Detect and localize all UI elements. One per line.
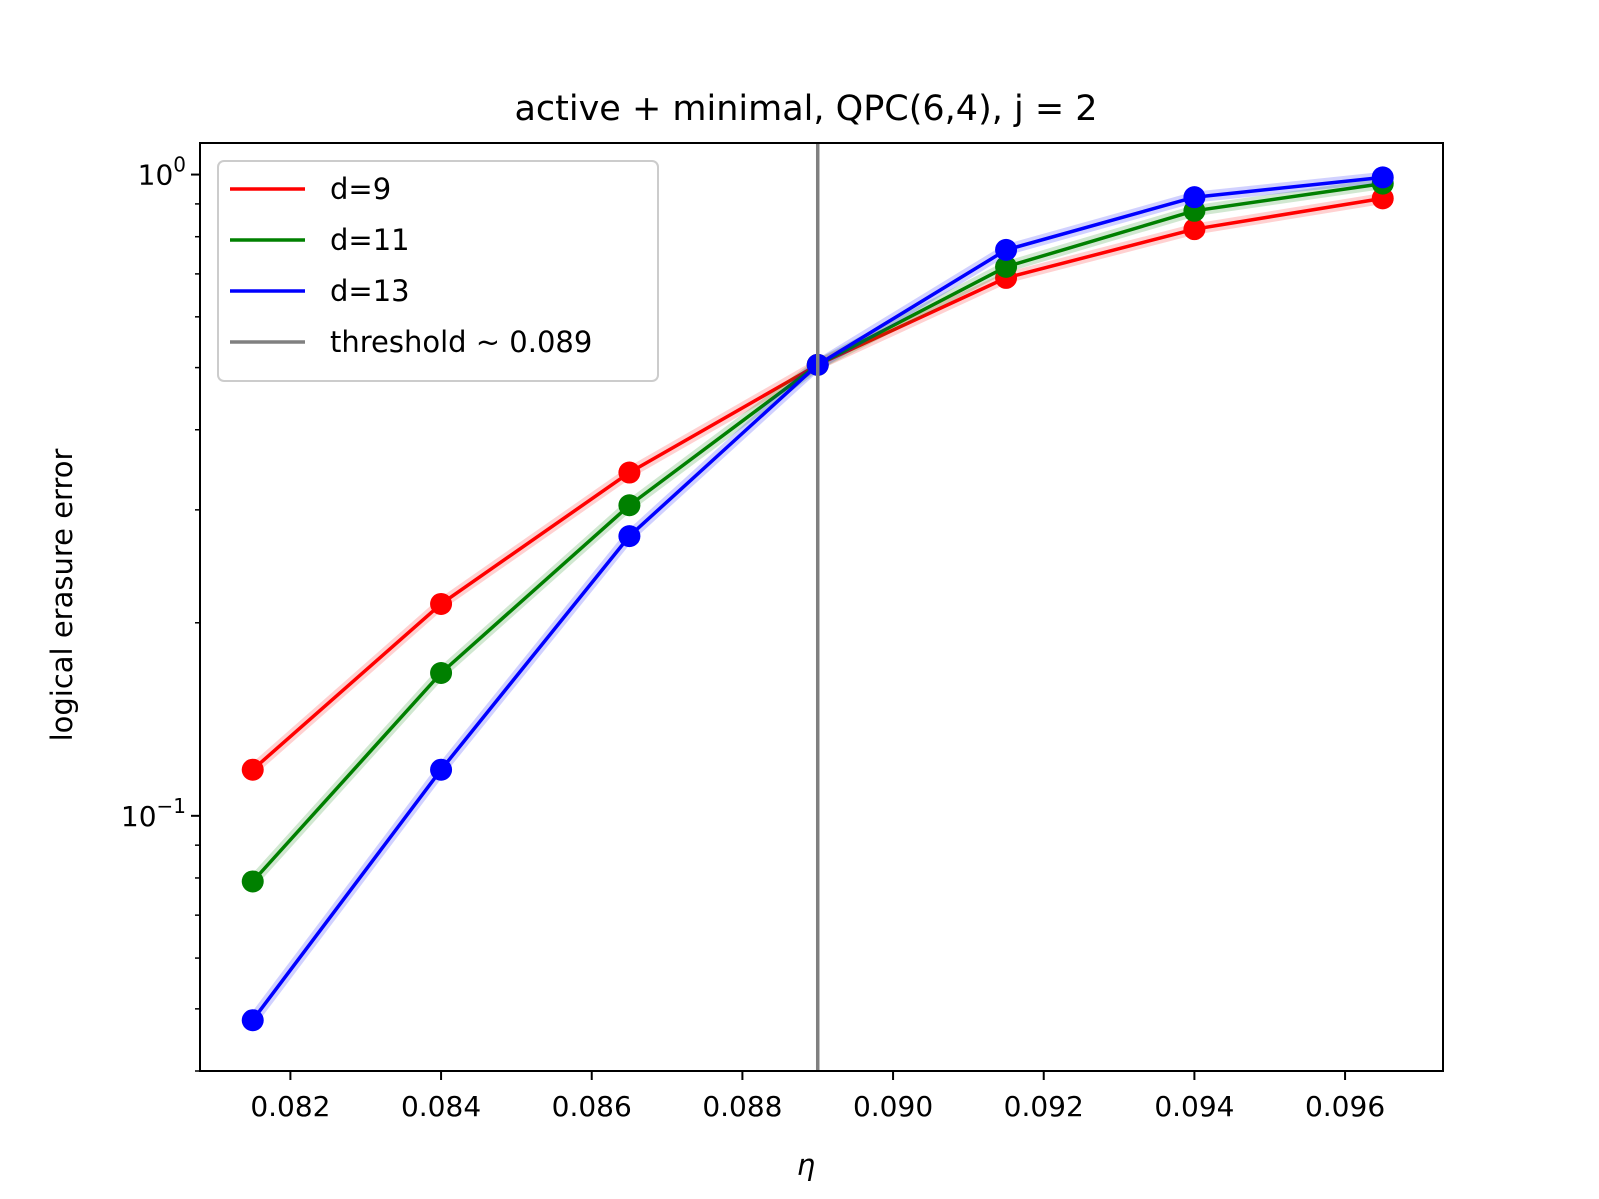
y-axis-label: logical erasure error <box>45 449 79 742</box>
chart-title: active + minimal, QPC(6,4), j = 2 <box>514 89 1097 129</box>
data-point-1-1 <box>430 661 453 684</box>
data-point-2-6 <box>1371 166 1394 189</box>
data-point-2-1 <box>430 758 453 781</box>
x-tick-label: 0.094 <box>1154 1090 1234 1123</box>
legend-label: threshold ~ 0.089 <box>330 325 592 359</box>
x-tick-label: 0.084 <box>401 1090 481 1123</box>
legend-label: d=9 <box>330 172 391 206</box>
x-axis-label: η <box>797 1148 815 1182</box>
data-point-2-4 <box>995 238 1018 261</box>
data-point-1-2 <box>618 494 641 517</box>
data-point-0-1 <box>430 592 453 615</box>
data-point-0-2 <box>618 461 641 484</box>
legend-label: d=13 <box>330 274 410 308</box>
y-axis-ticks: 10−1 100 <box>121 153 200 1072</box>
data-point-2-0 <box>241 1009 264 1032</box>
data-point-2-5 <box>1183 186 1206 209</box>
x-tick-label: 0.090 <box>853 1090 933 1123</box>
plot-area <box>199 142 1444 1072</box>
x-axis-ticks: 0.082 0.084 0.086 0.088 0.090 0.092 0.094 0.096 <box>250 1071 1385 1123</box>
legend-label: d=11 <box>330 223 410 257</box>
x-tick-label: 0.082 <box>250 1090 330 1123</box>
data-point-0-5 <box>1183 218 1206 241</box>
y-tick-label: 100 <box>138 153 186 192</box>
x-tick-label: 0.086 <box>552 1090 632 1123</box>
legend-box <box>217 160 659 382</box>
x-tick-label: 0.088 <box>702 1090 782 1123</box>
data-point-2-2 <box>618 525 641 548</box>
data-point-1-4 <box>995 255 1018 278</box>
x-tick-label: 0.092 <box>1004 1090 1084 1123</box>
axes-frame <box>199 142 1444 1072</box>
data-point-0-0 <box>241 758 264 781</box>
x-tick-label: 0.096 <box>1305 1090 1385 1123</box>
data-point-1-0 <box>241 870 264 893</box>
legend: d=9 d=11 d=13 threshold ~ 0.089 <box>217 160 659 382</box>
y-tick-label: 10−1 <box>121 794 186 833</box>
